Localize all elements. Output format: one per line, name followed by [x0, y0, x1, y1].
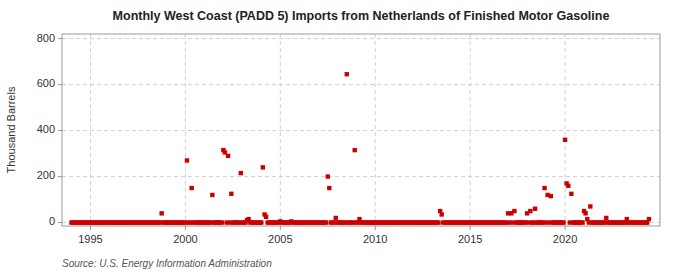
point	[528, 209, 532, 213]
point	[512, 209, 516, 213]
x-grid-line	[185, 34, 186, 226]
point	[345, 72, 349, 76]
point	[220, 220, 224, 224]
point	[588, 204, 592, 208]
y-tick	[58, 176, 62, 177]
point	[159, 211, 163, 215]
point	[326, 174, 330, 178]
x-tick-label: 2000	[173, 233, 197, 245]
point	[580, 220, 584, 224]
point	[327, 186, 331, 190]
x-tick	[280, 226, 281, 230]
point	[583, 211, 587, 215]
point	[226, 154, 230, 158]
point	[334, 216, 338, 220]
y-tick-label: 200	[37, 169, 55, 181]
point	[210, 193, 214, 197]
y-tick	[58, 222, 62, 223]
point	[647, 217, 651, 221]
point	[542, 186, 546, 190]
x-tick	[185, 226, 186, 230]
point	[239, 171, 243, 175]
x-tick-label: 2015	[458, 233, 482, 245]
x-grid-line	[280, 34, 281, 226]
y-tick	[58, 84, 62, 85]
y-grid-line	[62, 38, 660, 39]
point	[259, 220, 263, 224]
point	[185, 158, 189, 162]
point	[436, 220, 440, 224]
chart: 0 200 400 600 800 1995 2000 2005 2010 2015 2020 Tho…	[0, 0, 675, 275]
x-tick-label: 2010	[363, 233, 387, 245]
point	[604, 216, 608, 220]
point	[229, 192, 233, 196]
point	[561, 220, 565, 224]
x-tick	[565, 226, 566, 230]
point	[261, 165, 265, 169]
x-grid-line	[470, 34, 471, 226]
x-tick	[470, 226, 471, 230]
y-grid-line	[62, 176, 660, 177]
y-tick-label: 800	[37, 32, 55, 44]
y-tick-label: 0	[49, 215, 55, 227]
x-grid-line	[565, 34, 566, 226]
point	[533, 207, 537, 211]
y-tick-label: 600	[37, 77, 55, 89]
plot-frame	[62, 34, 660, 226]
title: Monthly West Coast (PADD 5) Imports from…	[113, 9, 610, 23]
points	[69, 72, 651, 225]
point	[566, 184, 570, 188]
point	[563, 138, 567, 142]
x-tick	[375, 226, 376, 230]
x-tick-label: 2020	[553, 233, 577, 245]
x-tick-label: 2005	[268, 233, 292, 245]
point	[569, 192, 573, 196]
point	[439, 212, 443, 216]
x-tick-label: 1995	[78, 233, 102, 245]
point	[549, 194, 553, 198]
x-grid-line	[375, 34, 376, 226]
grid	[62, 34, 660, 226]
y-grid-line	[62, 130, 660, 131]
y-tick-label: 400	[37, 123, 55, 135]
point	[324, 220, 328, 224]
y-axis-label: Thousand Barrels	[5, 86, 17, 173]
point	[264, 215, 268, 219]
axes: 0 200 400 600 800 1995 2000 2005 2010 2015 2020	[37, 32, 578, 245]
y-grid-line	[62, 84, 660, 85]
y-tick	[58, 130, 62, 131]
source-note: Source: U.S. Energy Information Administ…	[62, 258, 272, 269]
point	[189, 186, 193, 190]
x-grid-line	[90, 34, 91, 226]
y-tick	[58, 38, 62, 39]
point	[353, 148, 357, 152]
x-tick	[90, 226, 91, 230]
